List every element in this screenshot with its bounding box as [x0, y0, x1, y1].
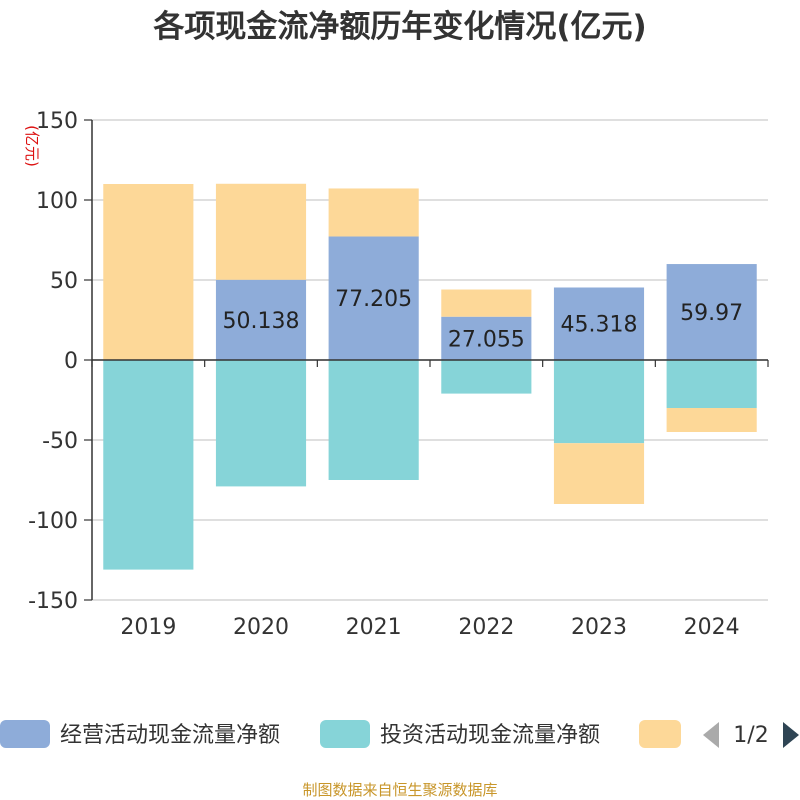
legend-item-third[interactable] — [639, 720, 681, 748]
bar-series0-2023[interactable] — [553, 287, 645, 360]
data-label-2022: 27.055 — [448, 327, 525, 352]
legend-swatch-investing — [320, 720, 370, 748]
y-tick-label: -150 — [28, 589, 78, 614]
legend-item-operating[interactable]: 经营活动现金流量净额 — [0, 720, 280, 748]
y-tick-label: 50 — [50, 269, 78, 294]
bar-series0-2024[interactable] — [666, 264, 757, 360]
y-tick-label: -100 — [28, 509, 78, 534]
data-label-2023: 45.318 — [561, 313, 638, 338]
bar-series2-2019[interactable] — [103, 184, 194, 360]
x-tick-label-2019: 2019 — [120, 615, 176, 640]
legend-label-operating: 经营活动现金流量净额 — [60, 723, 280, 748]
legend: 经营活动现金流量净额 投资活动现金流量净额 1/2 — [0, 720, 799, 748]
bar-series2-2021[interactable] — [328, 188, 419, 237]
data-label-2024: 59.97 — [680, 301, 743, 326]
x-tick-label-2020: 2020 — [233, 615, 289, 640]
legend-label-investing: 投资活动现金流量净额 — [380, 723, 600, 748]
source-note: 制图数据来自恒生聚源数据库 — [302, 781, 497, 799]
legend-page-indicator: 1/2 — [733, 723, 768, 748]
x-tick-label-2021: 2021 — [346, 615, 402, 640]
bar-series1-2020[interactable] — [215, 360, 307, 487]
x-tick-label-2024: 2024 — [684, 615, 740, 640]
bar-series2-2024[interactable] — [666, 408, 757, 432]
pager-next-arrow-icon[interactable] — [783, 722, 799, 748]
data-label-2020: 50.138 — [223, 309, 300, 334]
data-label-2021: 77.205 — [335, 287, 412, 312]
y-axis-unit: (亿元) — [23, 125, 41, 167]
bar-series2-2023[interactable] — [553, 443, 645, 504]
bar-series2-2020[interactable] — [215, 183, 307, 280]
x-tick-label-2023: 2023 — [571, 615, 627, 640]
chart-title: 各项现金流净额历年变化情况(亿元) — [152, 9, 646, 45]
data-labels: 50.138 77.205 27.055 45.318 59.97 — [223, 287, 744, 352]
y-tick-label: 150 — [36, 109, 78, 134]
y-tick-label: -50 — [42, 429, 78, 454]
bar-series0-2021[interactable] — [328, 236, 419, 360]
legend-swatch-operating — [0, 720, 50, 748]
legend-swatch-third — [639, 720, 681, 748]
bar-series1-2024[interactable] — [666, 360, 757, 408]
bar-series2-2022[interactable] — [441, 289, 532, 317]
bar-series0-2020[interactable] — [215, 279, 307, 360]
legend-pager: 1/2 — [703, 722, 799, 748]
y-tick-label: 0 — [64, 349, 78, 374]
y-tick-label: 100 — [36, 189, 78, 214]
bar-series1-2019[interactable] — [103, 360, 194, 570]
bar-series1-2021[interactable] — [328, 360, 419, 480]
legend-item-investing[interactable]: 投资活动现金流量净额 — [320, 720, 600, 748]
axes: 150 100 50 0 -50 -100 -150 2019 2020 2021 2022 2023… — [28, 109, 769, 640]
x-tick-label-2022: 2022 — [458, 615, 514, 640]
bar-series1-2023[interactable] — [553, 360, 645, 444]
bars — [103, 183, 757, 570]
pager-prev-arrow-icon[interactable] — [703, 722, 719, 748]
bar-series0-2022[interactable] — [441, 316, 532, 360]
bar-series1-2022[interactable] — [441, 360, 532, 394]
